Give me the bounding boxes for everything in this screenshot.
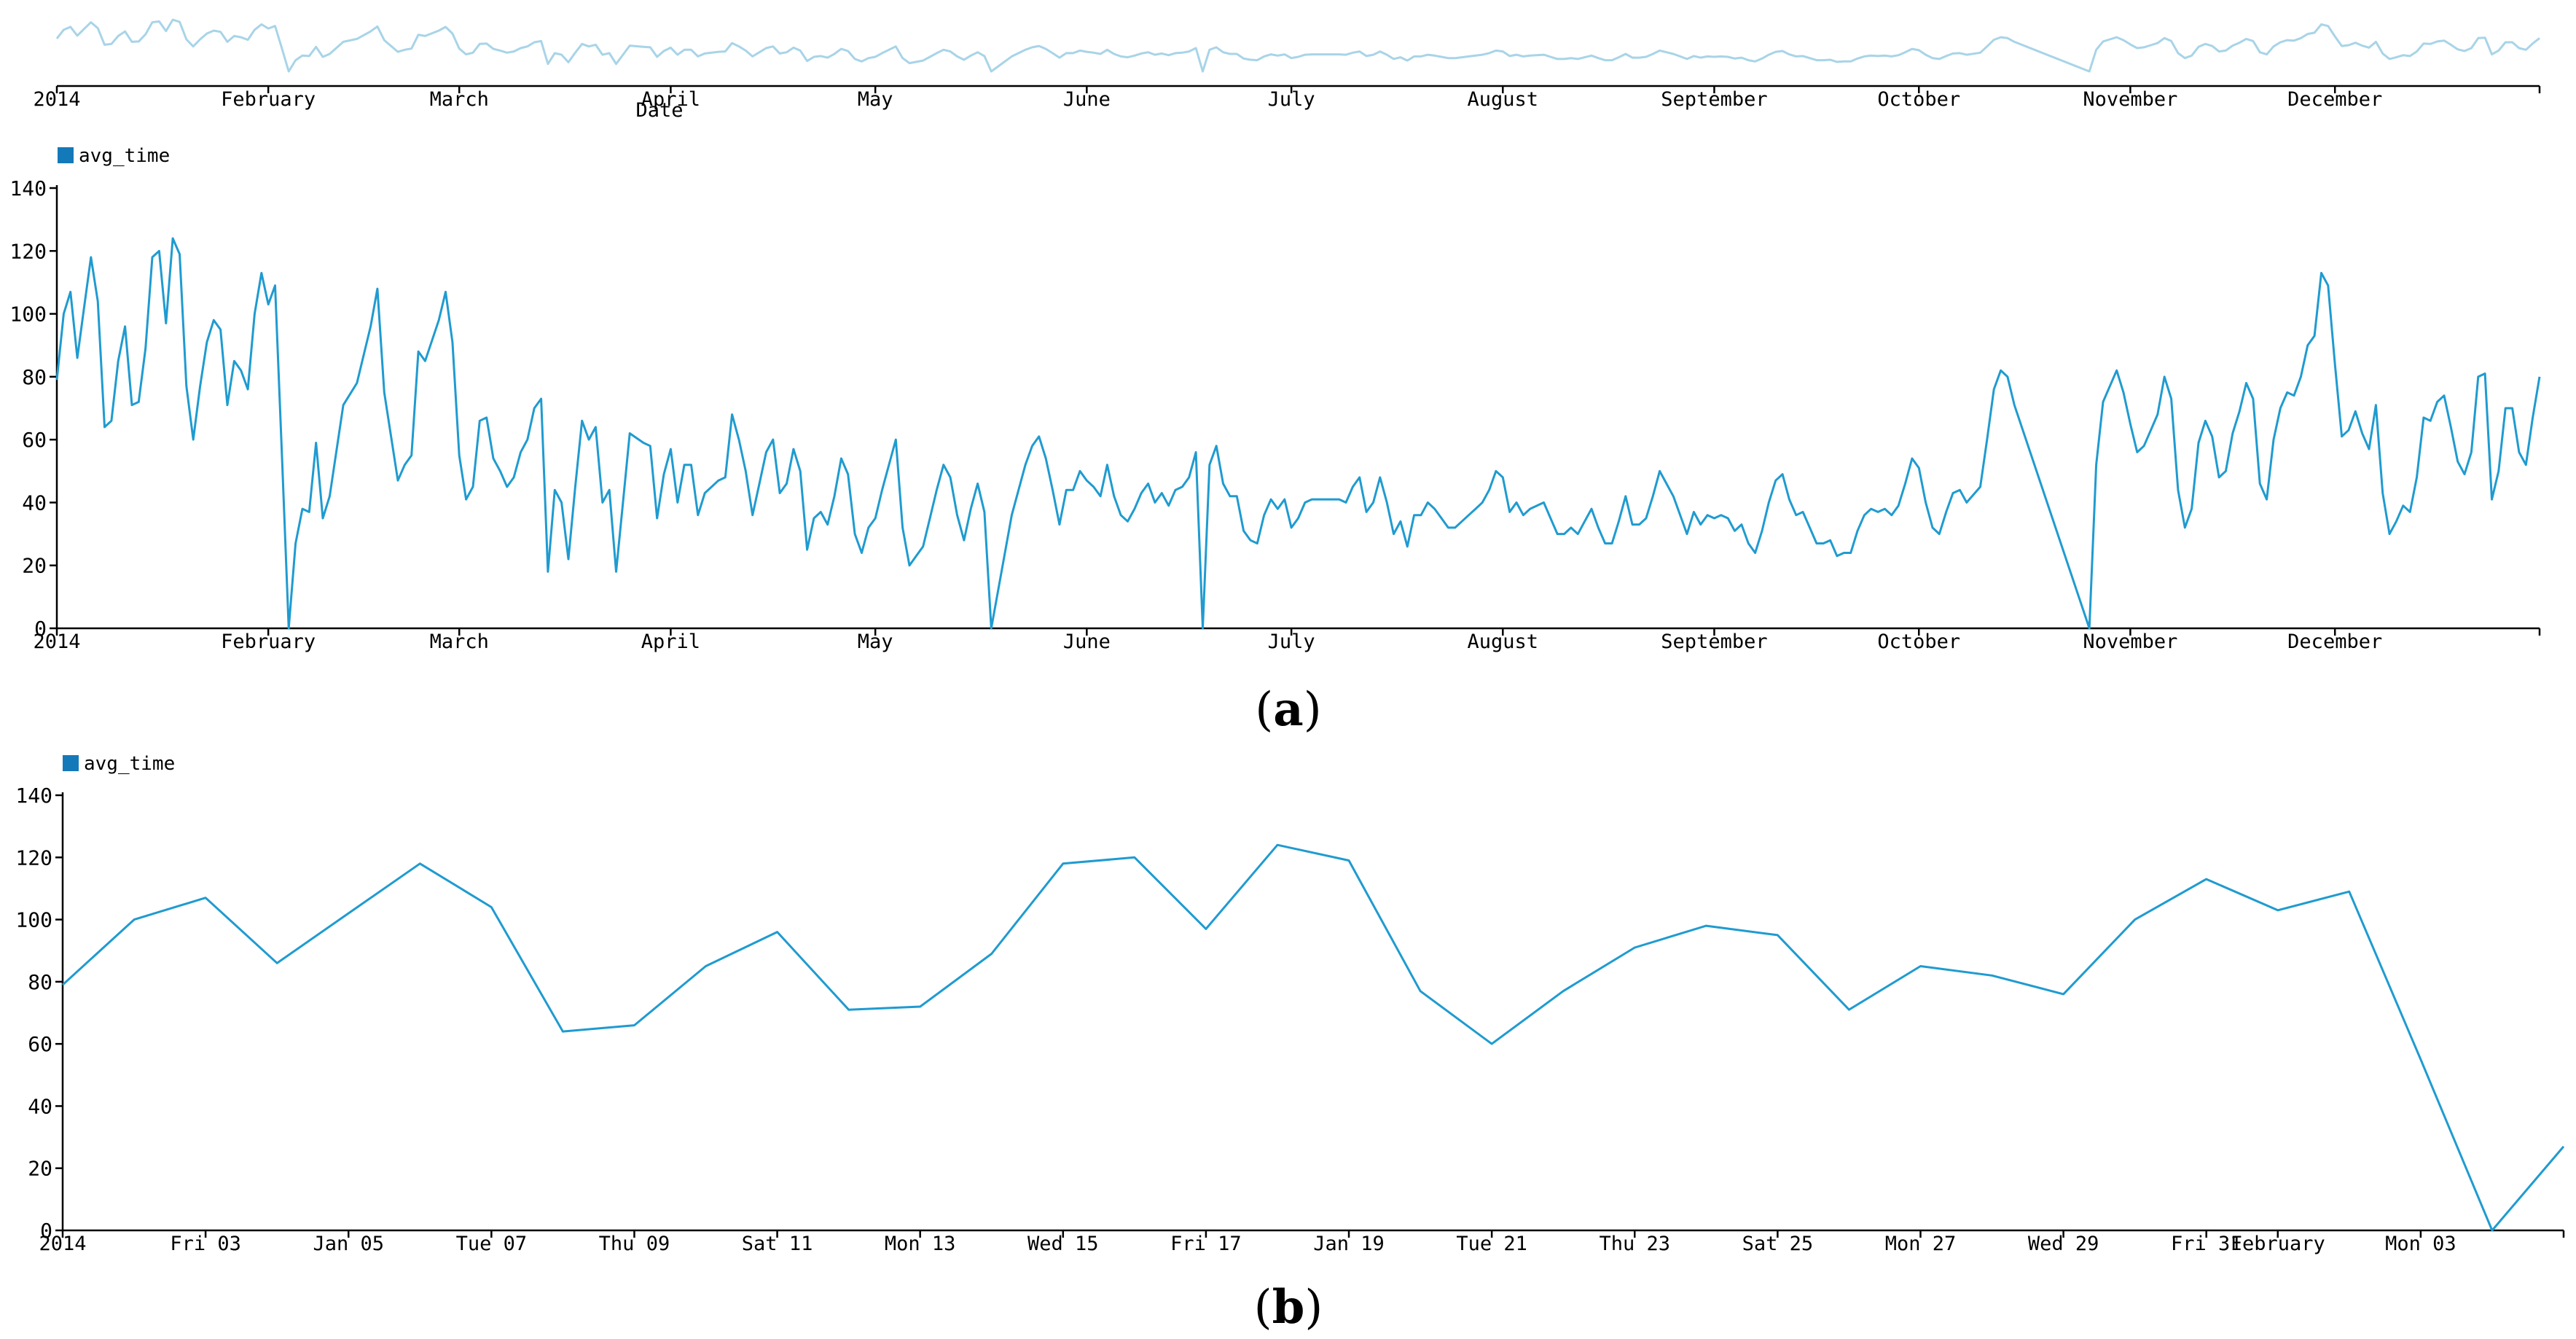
y-axis-b: 0 20 40 60 80 100 120 140: [15, 784, 64, 1243]
b-x-tick-label-tue-21: Tue 21: [1456, 1233, 1527, 1255]
legend-b-swatch: [63, 755, 79, 771]
legend-a-label: avg_time: [79, 145, 170, 167]
b-x-tick-label-thu-23: Thu 23: [1599, 1233, 1670, 1255]
b-x-tick-label-wed-29: Wed 29: [2028, 1233, 2099, 1255]
b-x-tick-label-fri-31: Fri 31: [2171, 1233, 2242, 1255]
a-x-tick-label-november: November: [2083, 631, 2177, 653]
x-axis-b: 2014 Fri 03 Jan 05 Tue 07 Thu 09 Sat 11 Mon 13…: [39, 1229, 2565, 1255]
context-x-axis: 2014 February March April May June July August S…: [33, 85, 2541, 111]
b-x-tick-label-sat-25: Sat 25: [1742, 1233, 1814, 1255]
b-x-tick-label-mon-13: Mon 13: [885, 1233, 956, 1255]
b-x-tick-label-fri-17: Fri 17: [1170, 1233, 1242, 1255]
a-y-tick-label-80: 80: [22, 365, 47, 389]
context-chart: 2014 February March April May June July August S…: [33, 18, 2541, 122]
a-x-tick-label-september: September: [1661, 631, 1767, 653]
b-y-tick-label-100: 100: [15, 908, 52, 932]
b-x-tick-label-wed-15: Wed 15: [1027, 1233, 1099, 1255]
b-x-tick-label-february: February: [2231, 1233, 2325, 1255]
context-x-tick-label-september: September: [1661, 88, 1767, 111]
a-x-tick-label-march: March: [430, 631, 489, 653]
a-y-tick-label-60: 60: [22, 428, 47, 452]
b-y-tick-label-120: 120: [15, 846, 52, 870]
a-x-tick-label-august: August: [1468, 631, 1539, 653]
a-x-tick-label-may: May: [858, 631, 893, 653]
a-y-tick-label-0: 0: [34, 617, 47, 641]
chart-a: avg_time 0 20 40 60 80 100 120 140 2014 February…: [9, 145, 2541, 653]
b-x-tick-label-mon-27: Mon 27: [1885, 1233, 1957, 1255]
panel-label-b: (b): [1254, 1280, 1323, 1335]
chart-b: avg_time 0 20 40 60 80 100 120 140 2014 Fri 03 Ja…: [15, 753, 2565, 1255]
b-y-tick-label-140: 140: [15, 784, 52, 808]
a-x-tick-label-february: February: [221, 631, 316, 653]
context-x-tick-label-july: July: [1268, 88, 1315, 111]
y-axis-a: 0 20 40 60 80 100 120 140: [9, 176, 58, 641]
a-x-tick-label-october: October: [1877, 631, 1960, 653]
b-x-tick-label-jan-05: Jan 05: [313, 1233, 384, 1255]
context-x-axis-label: Date: [635, 99, 683, 122]
b-x-tick-label-2014: 2014: [39, 1233, 86, 1255]
a-y-tick-label-40: 40: [22, 491, 47, 515]
b-y-tick-label-40: 40: [28, 1094, 52, 1118]
b-y-tick-label-20: 20: [28, 1157, 52, 1181]
b-y-tick-label-0: 0: [40, 1219, 52, 1243]
context-x-tick-label-2014: 2014: [33, 88, 80, 111]
a-x-tick-label-2014: 2014: [33, 631, 80, 653]
panel-label-a: (a): [1255, 682, 1321, 737]
b-x-tick-label-fri-03: Fri 03: [170, 1233, 241, 1255]
a-x-tick-label-april: April: [641, 631, 700, 653]
context-x-tick-label-march: March: [430, 88, 489, 111]
x-axis-a: 2014 February March April May June July August S…: [33, 627, 2541, 653]
a-y-tick-label-120: 120: [9, 239, 47, 263]
b-y-tick-label-60: 60: [28, 1032, 52, 1056]
a-x-tick-label-july: July: [1268, 631, 1315, 653]
context-x-tick-label-may: May: [858, 88, 893, 111]
b-x-tick-label-sat-11: Sat 11: [742, 1233, 813, 1255]
b-x-tick-label-mon-03: Mon 03: [2385, 1233, 2456, 1255]
a-y-tick-label-100: 100: [9, 302, 47, 327]
series-line-avg-time-b: [61, 843, 2565, 1232]
context-x-tick-label-august: August: [1468, 88, 1539, 111]
series-line-avg-time-a: [55, 237, 2541, 630]
legend-a-swatch: [58, 147, 74, 163]
context-x-tick-label-december: December: [2287, 88, 2382, 111]
b-x-tick-label-jan-19: Jan 19: [1313, 1233, 1385, 1255]
a-x-tick-label-december: December: [2287, 631, 2382, 653]
a-x-tick-label-june: June: [1063, 631, 1111, 653]
b-x-tick-label-thu-09: Thu 09: [599, 1233, 670, 1255]
context-x-tick-label-february: February: [221, 88, 316, 111]
context-x-tick-label-november: November: [2083, 88, 2177, 111]
context-x-tick-label-april: April: [641, 88, 700, 111]
context-x-tick-label-october: October: [1877, 88, 1960, 111]
context-x-tick-label-june: June: [1063, 88, 1111, 111]
legend-b-label: avg_time: [84, 753, 175, 775]
a-y-tick-label-140: 140: [9, 176, 47, 200]
context-series-line: [55, 18, 2540, 73]
b-x-tick-label-tue-07: Tue 07: [456, 1233, 528, 1255]
b-y-tick-label-80: 80: [28, 970, 52, 994]
a-y-tick-label-20: 20: [22, 554, 47, 578]
